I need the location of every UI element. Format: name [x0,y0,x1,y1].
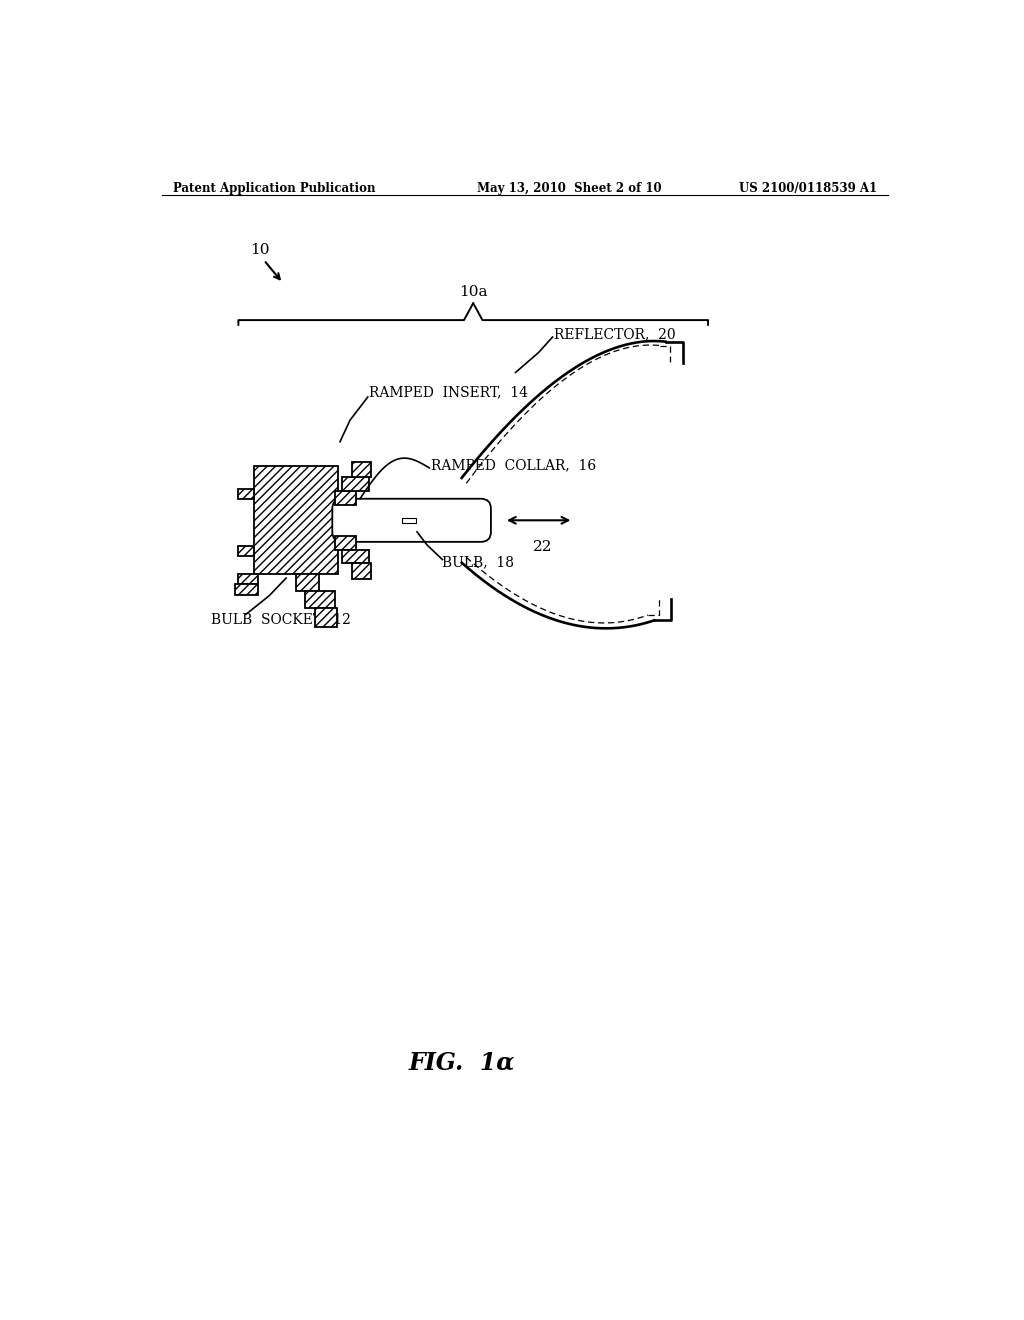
Bar [339,504,388,536]
Bar [335,491,356,506]
Bar [239,546,254,556]
Bar [351,564,371,579]
Text: 22: 22 [532,540,552,553]
Bar [335,536,356,549]
Bar [315,609,337,627]
Text: BULB  SOCKET,  12: BULB SOCKET, 12 [211,612,351,626]
Text: REFLECTOR,  20: REFLECTOR, 20 [554,327,676,341]
Bar [351,462,371,478]
Bar [305,591,335,609]
Bar [254,466,339,574]
Text: 10a: 10a [459,285,487,298]
Bar [401,517,416,523]
Bar [342,549,370,564]
Bar [342,478,370,491]
Text: FIG.  1α: FIG. 1α [409,1051,515,1074]
Bar [296,574,319,591]
Text: May 13, 2010  Sheet 2 of 10: May 13, 2010 Sheet 2 of 10 [477,182,662,194]
Text: BULB,  18: BULB, 18 [442,556,514,570]
Text: Patent Application Publication: Patent Application Publication [173,182,376,194]
Text: RAMPED  INSERT,  14: RAMPED INSERT, 14 [370,385,528,400]
Text: 10: 10 [250,243,269,257]
Bar [239,488,254,499]
Bar [234,585,258,595]
Bar [239,574,258,585]
Text: US 2100/0118539 A1: US 2100/0118539 A1 [739,182,878,194]
Text: RAMPED  COLLAR,  16: RAMPED COLLAR, 16 [431,458,596,471]
FancyBboxPatch shape [333,499,490,543]
